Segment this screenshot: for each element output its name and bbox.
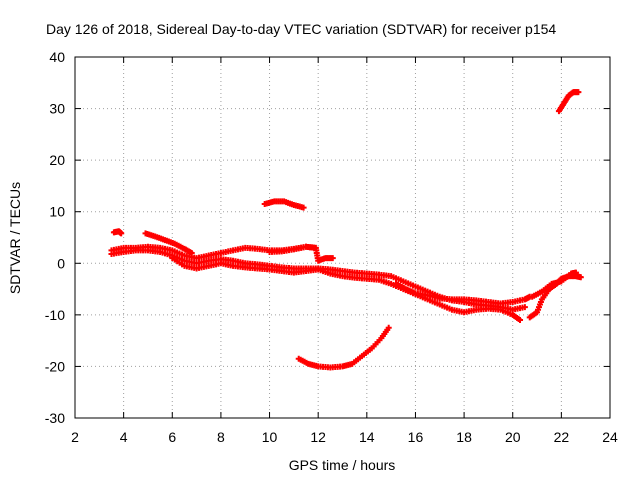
chart-title: Day 126 of 2018, Sidereal Day-to-day VTE… [46, 21, 556, 37]
series-top-right-arc [555, 89, 582, 115]
y-tick-label: -20 [45, 358, 65, 374]
grid [75, 57, 610, 418]
data-point [521, 304, 528, 311]
y-tick-label: -10 [45, 307, 65, 323]
data-marks [108, 89, 584, 371]
data-point [118, 230, 125, 237]
x-tick-label: 14 [359, 429, 375, 445]
y-tick-label: -30 [45, 410, 65, 426]
x-tick-label: 8 [217, 429, 225, 445]
y-tick-label: 10 [49, 204, 65, 220]
x-tick-label: 10 [262, 429, 278, 445]
data-point [572, 269, 579, 276]
series-branch-rising-bump [266, 243, 336, 264]
series-early-upturn [110, 228, 125, 237]
x-tick-label: 24 [602, 429, 618, 445]
series-five-hour-branch [142, 230, 195, 256]
x-tick-label: 16 [408, 429, 424, 445]
y-tick-label: 0 [57, 255, 65, 271]
y-tick-label: 40 [49, 49, 65, 65]
data-point [385, 324, 392, 331]
data-point [575, 89, 582, 96]
data-point [517, 317, 524, 324]
series-main-band-lower [169, 255, 524, 324]
x-tick-label: 2 [71, 429, 79, 445]
y-axis: -30 -20 -10 0 10 20 30 40 [45, 49, 610, 426]
data-point [577, 274, 584, 281]
x-axis: 2 4 6 8 10 12 14 16 18 20 22 24 [71, 57, 618, 445]
x-tick-label: 4 [120, 429, 128, 445]
x-tick-label: 12 [310, 429, 326, 445]
series-ten-hour-arc [261, 198, 307, 211]
y-tick-label: 30 [49, 101, 65, 117]
x-tick-label: 18 [456, 429, 472, 445]
x-tick-label: 22 [554, 429, 570, 445]
data-point [300, 204, 307, 211]
data-point [329, 255, 336, 262]
series-night-arc [295, 324, 392, 371]
plot-frame [74, 56, 611, 419]
data-point [188, 249, 195, 256]
x-axis-label: GPS time / hours [289, 457, 396, 473]
series-late-drop [529, 269, 579, 300]
x-tick-label: 6 [168, 429, 176, 445]
x-tick-label: 20 [505, 429, 521, 445]
y-tick-label: 20 [49, 152, 65, 168]
y-axis-label: SDTVAR / TECUs [7, 182, 23, 294]
